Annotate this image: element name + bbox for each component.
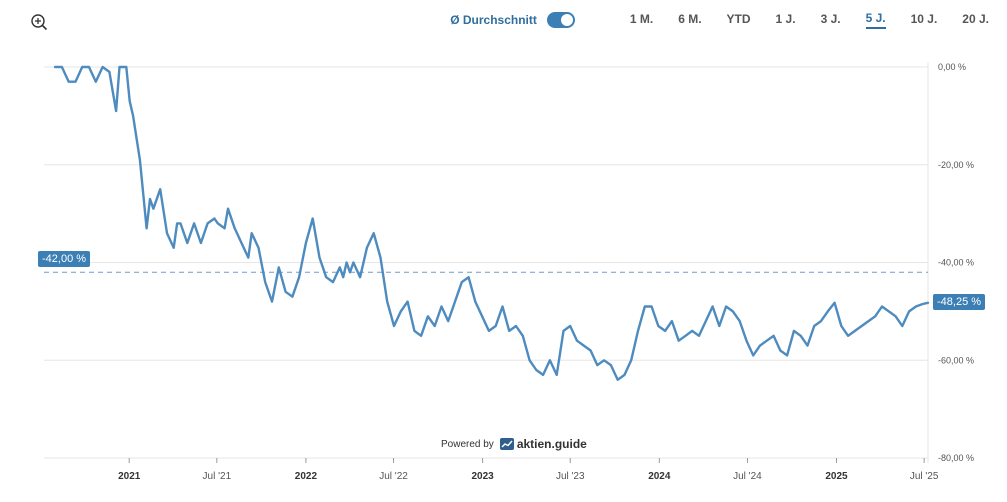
x-tick-label: 2023 (471, 471, 494, 482)
range-button-1y[interactable]: 1 J. (775, 12, 796, 26)
average-toggle[interactable] (546, 12, 575, 28)
range-button-10y[interactable]: 10 J. (910, 12, 938, 26)
x-tick-label: Jul '21 (203, 471, 232, 482)
x-tick-label: Jul '24 (733, 471, 762, 482)
range-button-1m[interactable]: 1 M. (629, 12, 654, 26)
grid-layer (44, 62, 929, 463)
last-value-flag: -48,25 % (933, 293, 986, 310)
average-value-flag: -42,00 % (38, 251, 91, 268)
range-button-ytd[interactable]: YTD (726, 12, 751, 26)
y-tick-label: -20,00 % (938, 160, 974, 170)
credit-brand: aktien.guide (499, 437, 587, 451)
series-line[interactable] (53, 65, 930, 381)
x-tick-label: 2025 (825, 471, 848, 482)
y-tick-label: -40,00 % (938, 258, 974, 268)
credit-prefix: Powered by (441, 438, 494, 450)
x-tick-label: Jul '25 (910, 471, 939, 482)
range-button-6m[interactable]: 6 M. (678, 12, 702, 26)
range-button-20y[interactable]: 20 J. (962, 12, 989, 26)
y-tick-label: 0,00 % (938, 62, 966, 72)
y-tick-label: -80,00 % (938, 453, 974, 463)
range-button-5y[interactable]: 5 J. (865, 11, 886, 29)
chart-toolbar: Ø Durchschnitt 1 M. 6 M. YTD 1 J. 3 J. 5… (450, 10, 989, 30)
chart-trend-icon (499, 438, 514, 450)
x-tick-label: 2024 (648, 471, 671, 482)
x-axis-ticks: 2021 Jul '21 2022 Jul '22 2023 Jul '23 2024 Jul… (118, 458, 939, 482)
y-axis-ticks: 0,00 % -20,00 % -40,00 % -60,00 % -80,00 % (938, 62, 974, 463)
x-tick-label: 2022 (295, 471, 318, 482)
x-tick-label: Jul '23 (556, 471, 585, 482)
y-tick-label: -60,00 % (938, 355, 974, 365)
x-tick-label: 2021 (118, 471, 141, 482)
average-toggle-label: Ø Durchschnitt (450, 13, 537, 27)
zoom-in-icon[interactable] (30, 13, 48, 31)
powered-by-credit[interactable]: Powered by aktien.guide (441, 437, 587, 451)
toggle-knob (560, 14, 573, 26)
range-button-3y[interactable]: 3 J. (820, 12, 841, 26)
x-tick-label: Jul '22 (379, 471, 408, 482)
credit-brand-name: aktien.guide (516, 437, 587, 451)
